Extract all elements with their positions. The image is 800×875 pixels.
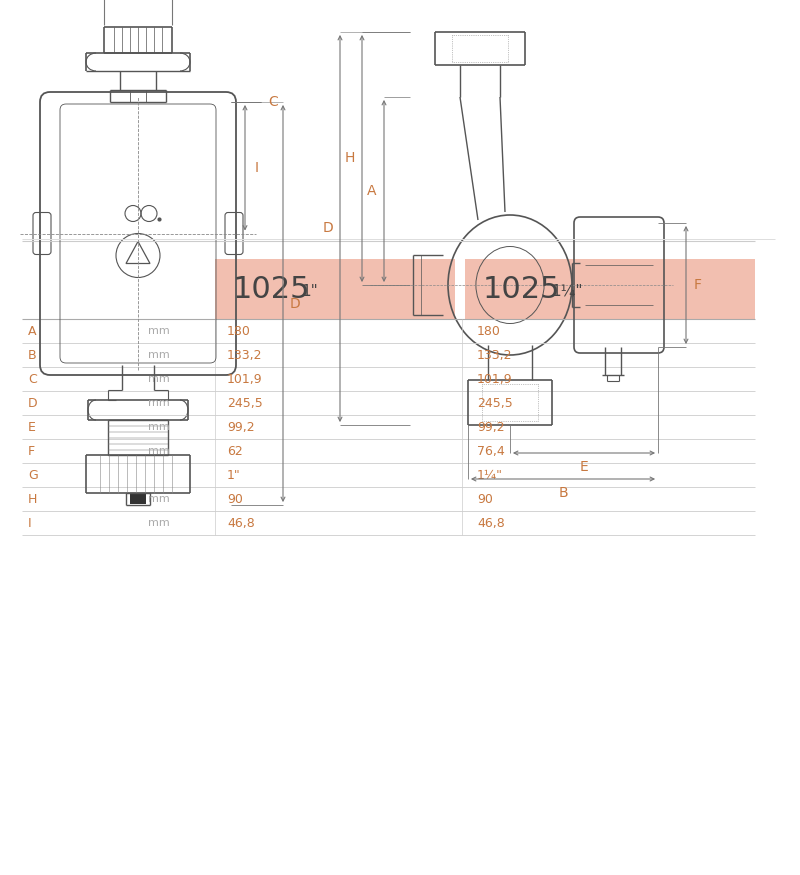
Text: 133,2: 133,2 xyxy=(477,349,513,362)
Text: E: E xyxy=(28,421,36,434)
Text: 1025: 1025 xyxy=(483,275,561,304)
Text: 90: 90 xyxy=(227,493,243,506)
Text: A: A xyxy=(367,184,377,198)
Text: D: D xyxy=(290,297,300,311)
Text: 180: 180 xyxy=(227,325,251,338)
Bar xyxy=(215,259,455,319)
Text: H: H xyxy=(345,151,355,165)
Text: 101,9: 101,9 xyxy=(477,373,513,386)
Text: 1025: 1025 xyxy=(233,275,310,304)
Text: D: D xyxy=(28,397,38,410)
Text: 245,5: 245,5 xyxy=(227,397,262,410)
Text: 46,8: 46,8 xyxy=(227,517,254,530)
Text: D: D xyxy=(322,221,334,235)
Text: A: A xyxy=(28,325,37,338)
Text: G: G xyxy=(28,469,38,482)
Text: 245,5: 245,5 xyxy=(477,397,513,410)
Text: I: I xyxy=(28,517,32,530)
Text: 180: 180 xyxy=(477,325,501,338)
Text: mm: mm xyxy=(148,326,170,336)
Text: B: B xyxy=(28,349,37,362)
Text: 1": 1" xyxy=(227,469,241,482)
Text: mm: mm xyxy=(148,494,170,504)
Text: C: C xyxy=(28,373,37,386)
Text: mm: mm xyxy=(148,374,170,384)
Bar xyxy=(130,494,146,504)
Text: mm: mm xyxy=(148,350,170,360)
Text: 46,8: 46,8 xyxy=(477,517,505,530)
Text: mm: mm xyxy=(148,398,170,409)
Text: mm: mm xyxy=(148,518,170,528)
Text: F: F xyxy=(694,278,702,292)
Text: 90: 90 xyxy=(477,493,493,506)
Text: 1": 1" xyxy=(301,284,318,299)
Text: F: F xyxy=(28,444,35,458)
Text: 133,2: 133,2 xyxy=(227,349,262,362)
Text: B: B xyxy=(558,486,568,500)
Text: 101,9: 101,9 xyxy=(227,373,262,386)
Text: 99,2: 99,2 xyxy=(477,421,505,434)
Text: E: E xyxy=(580,460,588,474)
Text: 99,2: 99,2 xyxy=(227,421,254,434)
Text: C: C xyxy=(268,95,278,109)
Text: 1¼": 1¼" xyxy=(551,284,582,299)
Text: mm: mm xyxy=(148,446,170,457)
Text: 1¼": 1¼" xyxy=(477,469,503,482)
Text: mm: mm xyxy=(148,423,170,432)
Text: 76,4: 76,4 xyxy=(477,444,505,458)
Bar xyxy=(465,259,755,319)
Text: 62: 62 xyxy=(227,444,242,458)
Text: H: H xyxy=(28,493,38,506)
Text: I: I xyxy=(255,161,259,175)
